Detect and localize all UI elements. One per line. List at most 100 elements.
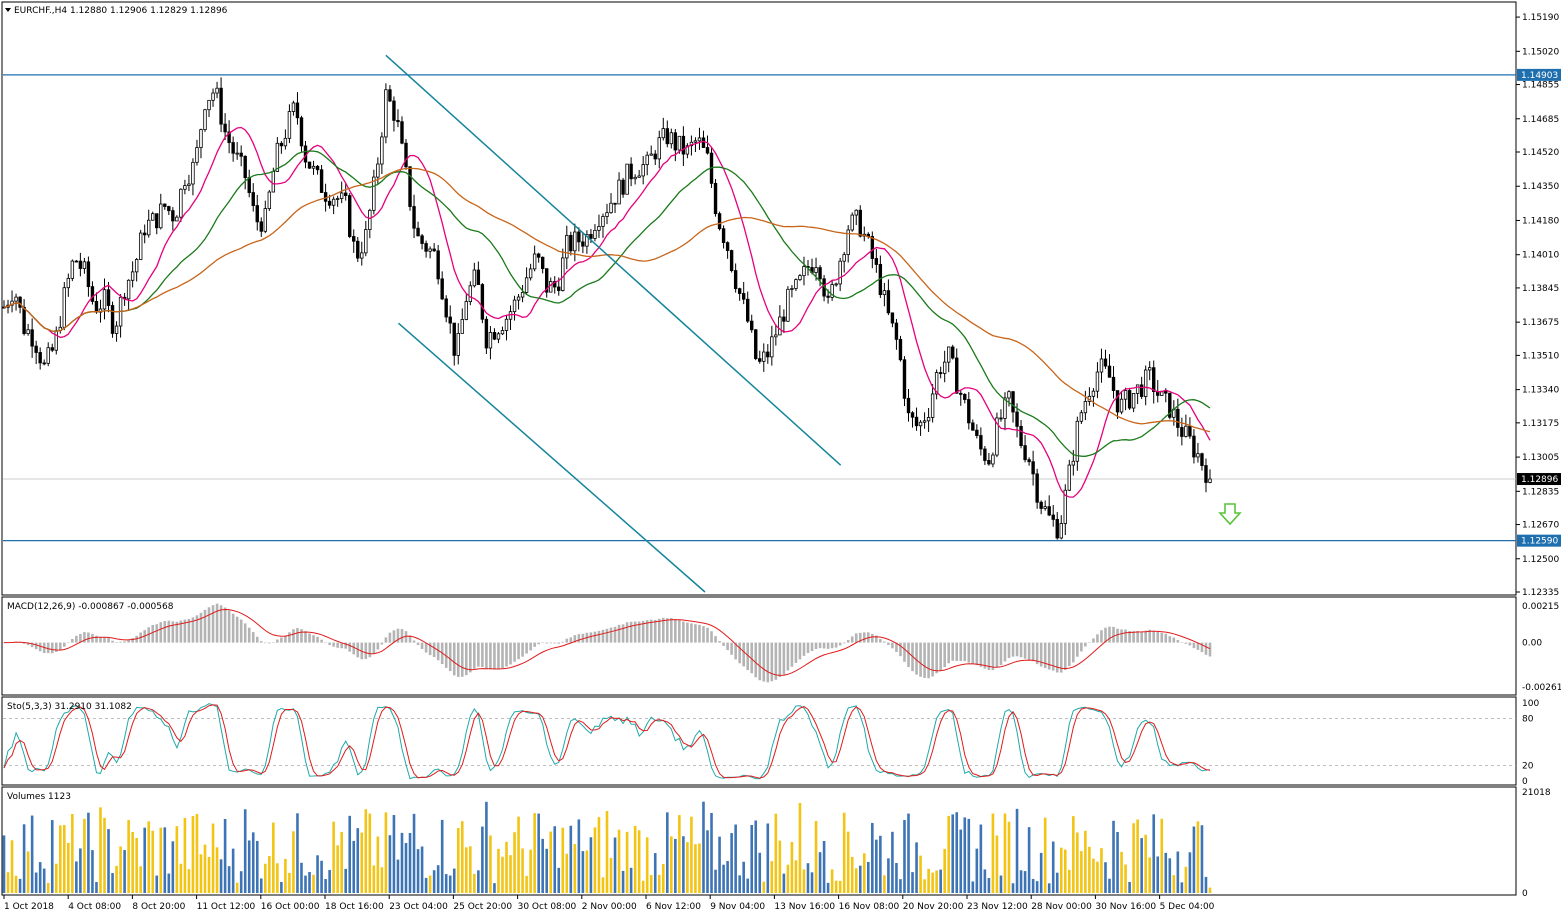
macd-bar — [83, 632, 86, 643]
moving-average-line — [3, 126, 1211, 498]
candle-body — [947, 346, 951, 363]
volume-bar — [601, 877, 605, 893]
candle — [758, 350, 762, 364]
time-tick-label: 16 Nov 08:00 — [839, 902, 900, 912]
candle-body — [22, 306, 26, 334]
volume-bar — [1084, 830, 1087, 893]
candle-body — [448, 316, 452, 324]
price-marker — [1517, 534, 1561, 547]
price-pane[interactable] — [1, 1, 1517, 596]
candle-body — [376, 163, 380, 178]
volume-bar — [887, 858, 890, 893]
volume-bar — [1128, 882, 1131, 893]
candle — [625, 163, 629, 195]
macd-bar — [682, 621, 685, 643]
volume-bar — [830, 869, 834, 893]
macd-bar — [565, 638, 569, 643]
volume-bar — [251, 832, 255, 893]
macd-bar — [444, 642, 448, 668]
candle-body — [1039, 501, 1043, 509]
volume-tick-label: 0 — [1522, 889, 1528, 899]
candle-body — [520, 292, 525, 298]
macd-bar — [899, 642, 902, 657]
volume-bar — [766, 823, 770, 893]
candle-body — [1168, 392, 1172, 418]
volume-bar — [742, 861, 745, 893]
macd-bar — [891, 642, 894, 649]
volume-bar — [625, 831, 629, 893]
volume-bar — [1019, 870, 1023, 893]
candle-body — [456, 332, 460, 356]
candle-body — [331, 198, 336, 206]
macd-bar — [251, 632, 255, 643]
candle-body — [617, 179, 621, 205]
price-tick-label: 1.14855 — [1522, 81, 1559, 91]
price-tick-label: 1.13845 — [1522, 284, 1559, 294]
macd-bar — [858, 632, 862, 643]
candle-body — [130, 271, 135, 281]
volume-bar — [10, 840, 14, 893]
volume-bar — [167, 873, 171, 893]
candle — [10, 290, 14, 313]
volume-bar — [481, 826, 484, 893]
volume-bar — [179, 863, 183, 893]
candle — [492, 328, 497, 341]
volume-bar — [1132, 823, 1135, 893]
volume-bar — [754, 820, 758, 893]
time-tick-label: 11 Oct 12:00 — [197, 902, 256, 912]
volume-bar — [448, 875, 452, 893]
macd-bar — [481, 642, 484, 668]
volume-bar — [135, 838, 138, 893]
macd-bar — [1160, 632, 1164, 643]
candle — [1172, 400, 1176, 426]
candle — [247, 169, 251, 198]
macd-bar — [1144, 630, 1147, 643]
candle — [894, 318, 899, 350]
macd-bar — [288, 632, 291, 643]
candle — [786, 286, 790, 322]
candle-body — [227, 131, 231, 143]
volume-bar — [26, 851, 30, 893]
candle-body — [838, 260, 842, 285]
volume-bar — [235, 882, 239, 893]
candle-body — [335, 198, 340, 200]
macd-bar — [235, 616, 239, 643]
candle — [565, 225, 569, 270]
candle — [408, 166, 412, 211]
macd-bar — [159, 622, 163, 643]
candle — [436, 244, 440, 285]
candle — [195, 139, 199, 166]
volume-bar — [428, 875, 432, 893]
candle — [315, 165, 320, 175]
macd-bar — [621, 624, 625, 643]
candle — [331, 196, 336, 215]
candle — [545, 268, 549, 298]
candle — [762, 343, 766, 372]
macd-bar — [404, 631, 408, 643]
volume-bar — [621, 870, 625, 893]
candle — [818, 265, 822, 287]
macd-bar — [1068, 642, 1071, 667]
macd-bar — [561, 641, 565, 643]
channel-line — [385, 54, 842, 466]
candle — [307, 161, 312, 169]
stochastic-pane[interactable] — [1, 696, 1517, 786]
candle — [319, 165, 324, 193]
candle — [1152, 360, 1156, 404]
volume-bar — [1152, 814, 1156, 893]
candle-body — [203, 109, 207, 131]
volumes-pane[interactable] — [1, 786, 1517, 896]
macd-bar — [119, 641, 122, 643]
macd-bar — [493, 642, 496, 670]
volume-bar — [706, 830, 709, 893]
candle — [834, 282, 838, 287]
macd-pane[interactable] — [1, 596, 1517, 696]
volume-bar — [927, 868, 930, 893]
collapse-triangle-icon[interactable] — [5, 8, 11, 12]
volume-bar — [826, 882, 830, 893]
macd-bar — [272, 642, 275, 643]
candle-body — [979, 435, 983, 450]
macd-bar — [1172, 637, 1176, 643]
candle-body — [906, 397, 911, 414]
macd-bar — [264, 642, 267, 644]
